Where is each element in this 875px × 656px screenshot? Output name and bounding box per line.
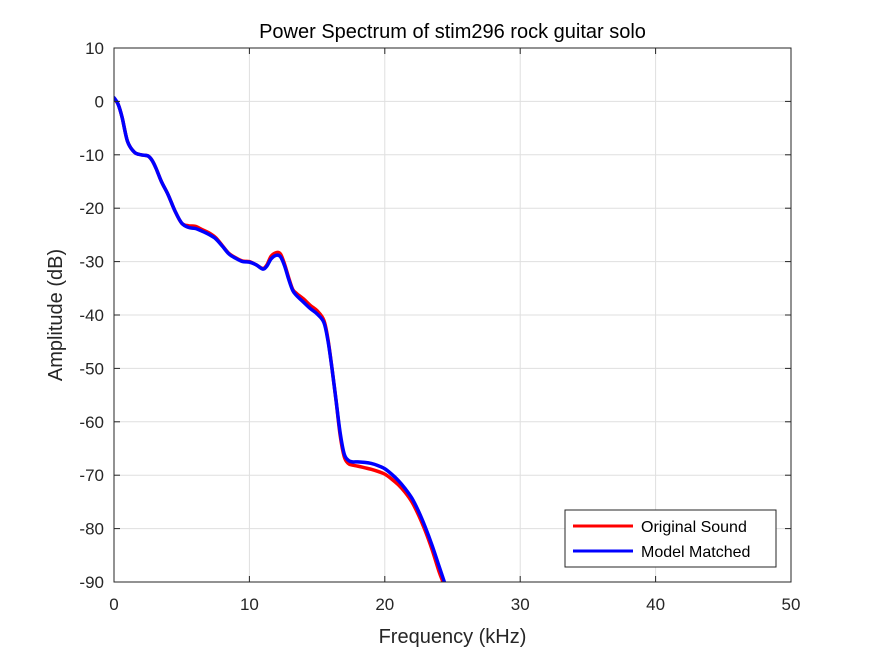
- y-tick-label: -40: [79, 306, 104, 325]
- legend: Original Sound Model Matched: [564, 509, 777, 568]
- x-axis-label: Frequency (kHz): [379, 626, 527, 648]
- y-tick-label: -70: [79, 466, 104, 485]
- y-tick-label: -20: [79, 199, 104, 218]
- y-tick-label: 0: [95, 92, 104, 111]
- y-tick-label: -90: [79, 573, 104, 592]
- x-tick-label: 20: [375, 595, 394, 614]
- ticks: 0 10 20 30 40 50 10 0 -10 -20 -30 -40 -50 -60 -70 -80 -9…: [79, 39, 800, 614]
- x-tick-label: 50: [782, 595, 801, 614]
- y-tick-label: -50: [79, 359, 104, 378]
- series-lines: [114, 95, 447, 582]
- x-tick-label: 30: [511, 595, 530, 614]
- x-tick-label: 10: [240, 595, 259, 614]
- series-line-model-matched: [114, 95, 447, 582]
- y-tick-label: -10: [79, 146, 104, 165]
- y-tick-label: -30: [79, 253, 104, 272]
- y-tick-label: -60: [79, 413, 104, 432]
- x-tick-label: 0: [109, 595, 118, 614]
- x-tick-label: 40: [646, 595, 665, 614]
- grid: [113, 47, 792, 583]
- legend-label-model-matched: Model Matched: [641, 544, 750, 561]
- y-tick-label: -80: [79, 520, 104, 539]
- chart-title: Power Spectrum of stim296 rock guitar so…: [259, 21, 646, 43]
- y-axis-label: Amplitude (dB): [45, 249, 67, 381]
- legend-label-original-sound: Original Sound: [641, 519, 747, 536]
- legend-box: [564, 509, 777, 568]
- y-tick-label: 10: [85, 39, 104, 58]
- series-line-original-sound: [114, 96, 445, 582]
